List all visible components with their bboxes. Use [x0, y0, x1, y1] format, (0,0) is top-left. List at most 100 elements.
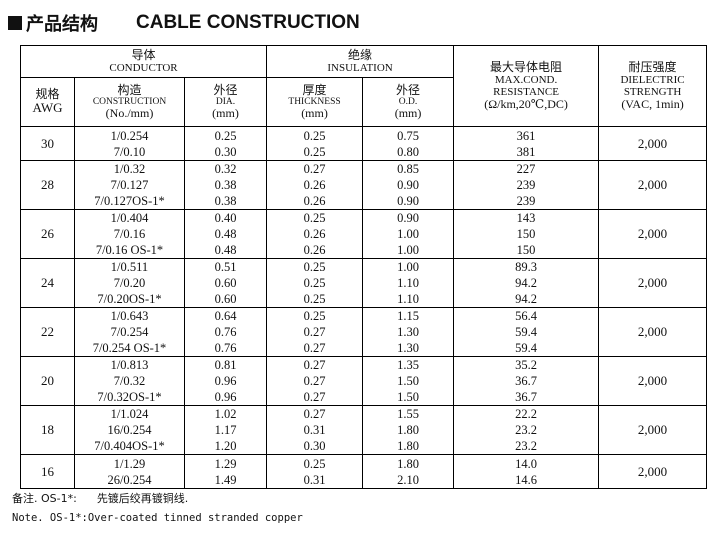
od-header-cn: 外径: [396, 82, 421, 97]
construction-value: 1/1.29: [113, 456, 146, 471]
thickness-value: 0.27: [303, 358, 326, 372]
awg-cell: 28: [20, 160, 75, 210]
construction-value: 1/0.813: [110, 358, 149, 372]
note-en: Note. OS-1*:Over-coated tinned stranded …: [12, 512, 303, 524]
resistance-cell: 143 150 150: [453, 209, 600, 259]
dia-value: 0.40: [214, 211, 237, 225]
resistance-value: 227: [516, 162, 536, 176]
table-row: 24 1/0.511 7/0.20 7/0.20OS-1* 0.51 0.60 0.60…: [20, 258, 708, 308]
construction-value: 1/0.254: [110, 128, 149, 143]
resistance-value: 239: [516, 194, 536, 208]
black-square-bullet-icon: [8, 16, 22, 30]
thickness-header-en: THICKNESS: [288, 96, 341, 107]
od-cell: 0.90 1.00 1.00: [362, 209, 455, 259]
od-value: 1.55: [397, 407, 419, 421]
dia-value: 0.81: [214, 358, 237, 372]
resistance-value: 94.2: [515, 276, 537, 290]
dia-header-cn: 外径: [213, 82, 238, 97]
thickness-cell: 0.27 0.31 0.30: [266, 405, 364, 455]
resistance-value: 150: [516, 243, 536, 257]
od-cell: 1.55 1.80 1.80: [362, 405, 455, 455]
dia-cell: 0.32 0.38 0.38: [183, 160, 268, 210]
awg-cell: 20: [20, 356, 75, 406]
resistance-value: 239: [516, 178, 536, 192]
od-value: 0.90: [397, 178, 419, 192]
od-header-unit: (mm): [394, 106, 422, 121]
od-cell: 1.15 1.30 1.30: [362, 307, 455, 357]
od-value: 0.85: [397, 162, 419, 176]
thickness-value: 0.25: [303, 292, 326, 306]
thickness-value: 0.31: [303, 472, 326, 487]
construction-value: 7/0.404OS-1*: [94, 439, 165, 453]
thickness-header: 厚度 THICKNESS (mm): [266, 77, 364, 127]
od-value: 1.10: [397, 292, 419, 306]
dia-value: 1.20: [214, 439, 237, 453]
dia-value: 0.64: [214, 309, 237, 323]
awg-header-cn: 规格: [35, 87, 60, 102]
dia-value: 0.32: [214, 162, 237, 176]
construction-cell: 1/0.643 7/0.254 7/0.254 OS-1*: [74, 307, 185, 357]
construction-value: 1/0.404: [110, 211, 149, 225]
od-value: 1.80: [397, 456, 419, 471]
max-resistance-header-en2: RESISTANCE: [493, 86, 559, 98]
thickness-value: 0.27: [303, 407, 326, 421]
awg-cell: 22: [20, 307, 75, 357]
thickness-cell: 0.27 0.26 0.26: [266, 160, 364, 210]
dia-header-en: DIA.: [215, 96, 236, 107]
thickness-value: 0.25: [303, 276, 326, 290]
dielectric-header-cn: 耐压强度: [628, 59, 677, 74]
resistance-cell: 227 239 239: [453, 160, 600, 210]
dia-value: 0.38: [214, 194, 237, 208]
resistance-value: 150: [516, 227, 536, 241]
dia-value: 0.51: [214, 260, 237, 274]
resistance-cell: 56.4 59.4 59.4: [453, 307, 600, 357]
thickness-value: 0.27: [303, 390, 326, 404]
dia-cell: 0.25 0.30: [183, 126, 268, 161]
construction-value: 7/0.20: [113, 276, 146, 290]
note-cn-label: 备注. OS-1*:: [12, 492, 77, 505]
thickness-value: 0.25: [303, 211, 326, 225]
thickness-value: 0.26: [303, 243, 326, 257]
dia-cell: 1.29 1.49: [183, 454, 268, 489]
dia-value: 1.02: [214, 407, 237, 421]
construction-value: 7/0.254: [110, 325, 149, 339]
od-cell: 1.35 1.50 1.50: [362, 356, 455, 406]
resistance-value: 361: [516, 128, 536, 143]
header-row-1: 导体 CONDUCTOR 绝缘 INSULATION 最大导体电阻 MAX.CO…: [19, 45, 708, 127]
awg-cell: 26: [20, 209, 75, 259]
od-value: 1.10: [397, 276, 419, 290]
dia-cell: 0.51 0.60 0.60: [183, 258, 268, 308]
heading-cn: 产品结构: [26, 14, 98, 35]
od-cell: 1.00 1.10 1.10: [362, 258, 455, 308]
thickness-cell: 0.25 0.25 0.25: [266, 258, 364, 308]
od-value: 1.30: [397, 325, 419, 339]
dia-value: 0.60: [214, 276, 237, 290]
od-cell: 0.75 0.80: [362, 126, 455, 161]
table-row: 26 1/0.404 7/0.16 7/0.16 OS-1* 0.40 0.48 0.4…: [20, 209, 708, 259]
thickness-value: 0.25: [303, 309, 326, 323]
od-value: 0.90: [397, 194, 419, 208]
voltage-cell: 2,000: [598, 160, 708, 210]
dia-value: 0.38: [214, 178, 237, 192]
resistance-value: 59.4: [515, 325, 537, 339]
construction-cell: 1/1.024 16/0.254 7/0.404OS-1*: [74, 405, 185, 455]
resistance-value: 14.0: [515, 456, 537, 471]
resistance-value: 143: [516, 211, 536, 225]
resistance-cell: 14.0 14.6: [453, 454, 600, 489]
od-value: 2.10: [397, 472, 419, 487]
construction-value: 7/0.10: [113, 144, 146, 159]
construction-cell: 1/1.29 26/0.254: [74, 454, 185, 489]
construction-cell: 1/0.404 7/0.16 7/0.16 OS-1*: [74, 209, 185, 259]
thickness-value: 0.26: [303, 178, 326, 192]
construction-cell: 1/0.813 7/0.32 7/0.32OS-1*: [74, 356, 185, 406]
od-value: 1.00: [397, 260, 419, 274]
thickness-cell: 0.25 0.27 0.27: [266, 307, 364, 357]
construction-value: 7/0.16: [113, 227, 146, 241]
dia-value: 1.29: [214, 456, 237, 471]
construction-value: 1/0.32: [113, 162, 146, 176]
note-cn: 备注. OS-1*: 先镀后绞再镀铜线.: [12, 490, 188, 506]
od-value: 1.80: [397, 423, 419, 437]
dia-value: 1.17: [214, 423, 237, 437]
dia-header-unit: (mm): [212, 106, 239, 121]
table-row: 22 1/0.643 7/0.254 7/0.254 OS-1* 0.64 0.76 0…: [20, 307, 708, 357]
